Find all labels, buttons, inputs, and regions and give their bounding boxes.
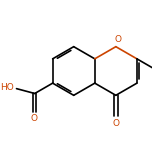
Text: O: O <box>114 35 121 43</box>
Text: O: O <box>31 114 38 123</box>
Text: HO: HO <box>1 83 14 92</box>
Text: O: O <box>112 119 119 128</box>
